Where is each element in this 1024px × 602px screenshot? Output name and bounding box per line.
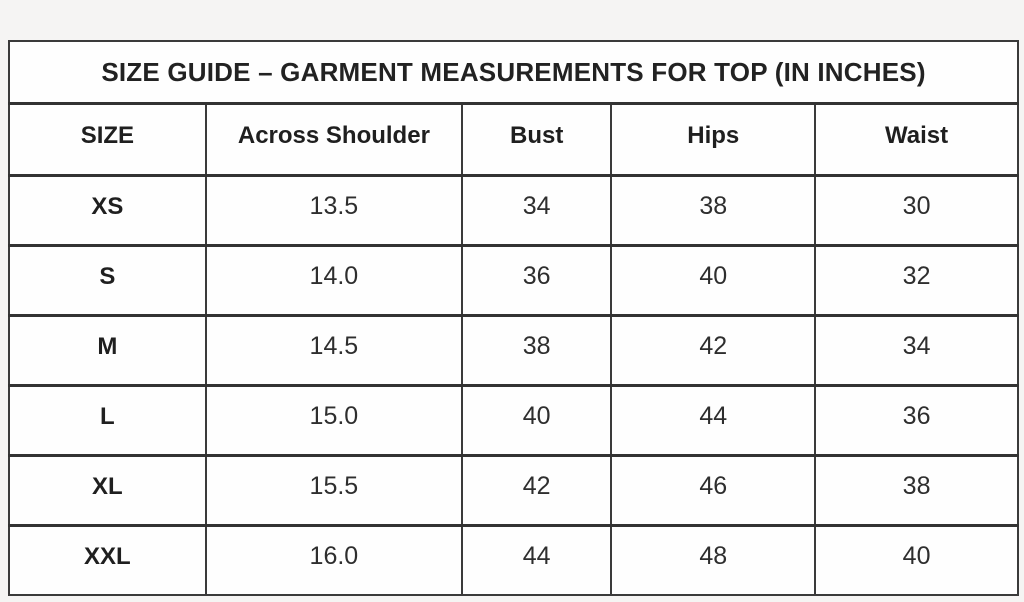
cell-bust: 34 — [461, 174, 613, 247]
cell-size: L — [8, 384, 207, 457]
header-row: SIZE Across Shoulder Bust Hips Waist — [8, 102, 1019, 177]
table-row-m: M 14.5 38 42 34 — [8, 314, 1019, 387]
cell-size: XXL — [8, 524, 207, 596]
table-row-xs: XS 13.5 34 38 30 — [8, 174, 1019, 247]
cell-size: M — [8, 314, 207, 387]
cell-waist: 30 — [814, 174, 1019, 247]
cell-size: S — [8, 244, 207, 317]
table-row-l: L 15.0 40 44 36 — [8, 384, 1019, 457]
cell-waist: 38 — [814, 454, 1019, 527]
cell-across-shoulder: 14.0 — [204, 244, 464, 317]
cell-across-shoulder: 14.5 — [204, 314, 464, 387]
cell-waist: 40 — [814, 524, 1019, 596]
cell-waist: 36 — [814, 384, 1019, 457]
cell-size: XS — [8, 174, 207, 247]
cell-bust: 38 — [461, 314, 613, 387]
column-header-size: SIZE — [8, 102, 207, 177]
title-row: SIZE GUIDE – GARMENT MEASUREMENTS FOR TO… — [8, 40, 1019, 105]
cell-across-shoulder: 15.0 — [204, 384, 464, 457]
cell-bust: 44 — [461, 524, 613, 596]
cell-bust: 42 — [461, 454, 613, 527]
cell-across-shoulder: 15.5 — [204, 454, 464, 527]
column-header-across-shoulder: Across Shoulder — [204, 102, 464, 177]
column-header-hips: Hips — [610, 102, 817, 177]
cell-hips: 44 — [610, 384, 817, 457]
cell-waist: 32 — [814, 244, 1019, 317]
cell-hips: 40 — [610, 244, 817, 317]
cell-waist: 34 — [814, 314, 1019, 387]
table-title: SIZE GUIDE – GARMENT MEASUREMENTS FOR TO… — [8, 40, 1019, 105]
cell-hips: 38 — [610, 174, 817, 247]
cell-hips: 42 — [610, 314, 817, 387]
table-row-xxl: XXL 16.0 44 48 40 — [8, 524, 1019, 596]
cell-hips: 46 — [610, 454, 817, 527]
cell-across-shoulder: 16.0 — [204, 524, 464, 596]
size-guide-table: SIZE GUIDE – GARMENT MEASUREMENTS FOR TO… — [8, 40, 1019, 596]
table-row-xl: XL 15.5 42 46 38 — [8, 454, 1019, 527]
cell-size: XL — [8, 454, 207, 527]
table-row-s: S 14.0 36 40 32 — [8, 244, 1019, 317]
cell-across-shoulder: 13.5 — [204, 174, 464, 247]
column-header-waist: Waist — [814, 102, 1019, 177]
cell-hips: 48 — [610, 524, 817, 596]
cell-bust: 36 — [461, 244, 613, 317]
column-header-bust: Bust — [461, 102, 613, 177]
cell-bust: 40 — [461, 384, 613, 457]
